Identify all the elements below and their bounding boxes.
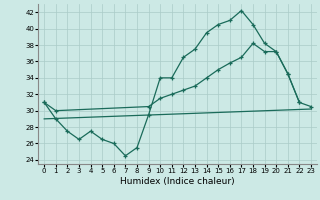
X-axis label: Humidex (Indice chaleur): Humidex (Indice chaleur) [120, 177, 235, 186]
